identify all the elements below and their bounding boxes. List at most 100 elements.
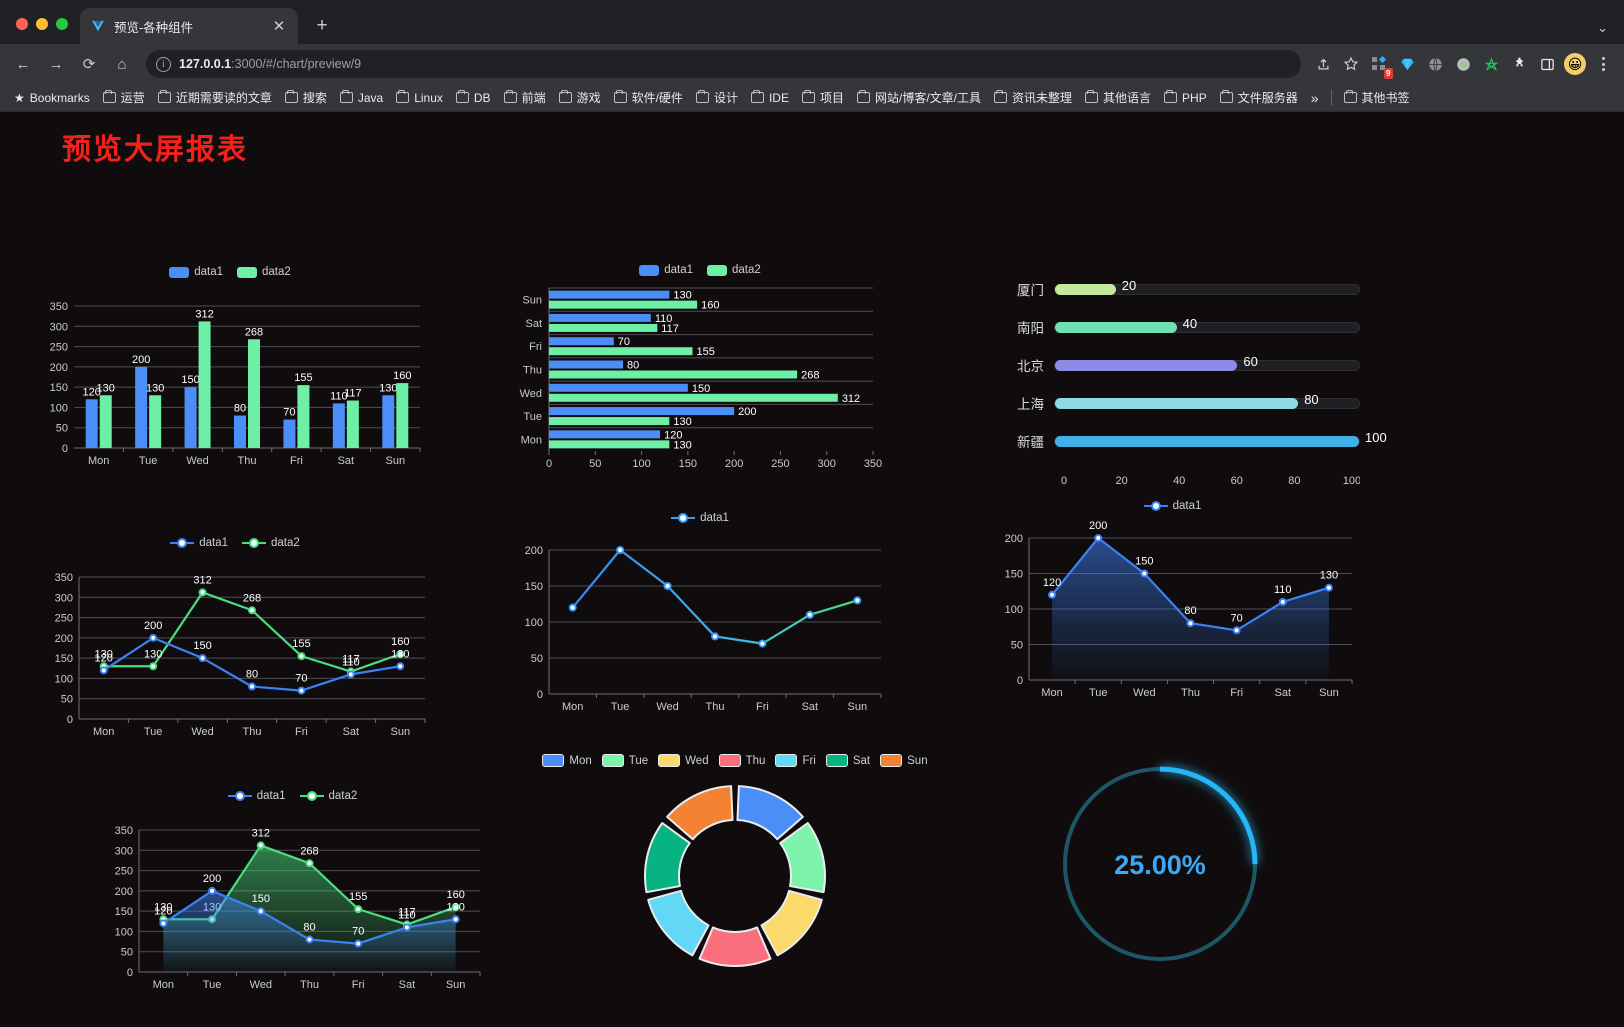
legend-item-data1[interactable]: data1 <box>170 537 228 549</box>
bookmarks-overflow-icon[interactable]: » <box>1310 89 1319 106</box>
bookmark-folder-6[interactable]: 前端 <box>498 86 552 109</box>
legend-item-data2[interactable]: data2 <box>707 264 761 276</box>
forward-icon[interactable]: → <box>48 55 64 73</box>
bookmark-folder-7[interactable]: 游戏 <box>553 86 607 109</box>
legend-item-Sun[interactable]: Sun <box>880 754 928 767</box>
gauge-plot: 25.00% <box>1062 766 1258 962</box>
close-tab-icon[interactable]: ✕ <box>272 18 286 35</box>
bookmark-star-icon[interactable] <box>1338 51 1364 77</box>
bookmark-root[interactable]: ★ Bookmarks <box>8 88 96 108</box>
bookmark-folder-0[interactable]: 运营 <box>97 86 151 109</box>
legend-area-two-series: data1 data2 <box>95 790 490 802</box>
legend-item-Mon[interactable]: Mon <box>542 754 592 767</box>
bookmark-folder-9[interactable]: 设计 <box>690 86 744 109</box>
bookmark-label: 其他语言 <box>1103 91 1152 105</box>
svg-text:0: 0 <box>546 458 552 470</box>
legend-bar-vertical: data1 data2 <box>30 266 430 278</box>
extension-grid-icon[interactable]: 9 <box>1366 51 1393 79</box>
svg-text:130: 130 <box>97 382 115 394</box>
sidebar-toggle-icon[interactable] <box>1534 51 1560 77</box>
minimize-window-icon[interactable] <box>36 18 48 30</box>
legend-item-data2[interactable]: data2 <box>299 790 357 802</box>
donut-slice-Thu <box>698 926 772 967</box>
svg-text:312: 312 <box>195 308 213 320</box>
svg-text:200: 200 <box>50 362 68 374</box>
donut-plot <box>644 785 826 967</box>
bookmark-folder-1[interactable]: 近期需要读的文章 <box>152 86 278 109</box>
progress-row-南阳[interactable]: 南阳 40 <box>1000 308 1360 346</box>
progress-fill <box>1055 321 1177 333</box>
share-icon[interactable] <box>1310 51 1336 77</box>
legend-item-Fri[interactable]: Fri <box>775 754 816 767</box>
puzzle-extension-icon[interactable] <box>1506 51 1532 77</box>
svg-text:Sun: Sun <box>446 979 466 991</box>
new-tab-button[interactable]: + <box>316 15 328 36</box>
progress-row-新疆[interactable]: 新疆 100 <box>1000 422 1387 460</box>
svg-text:100: 100 <box>525 617 543 629</box>
bookmark-folder-16[interactable]: 文件服务器 <box>1214 86 1304 109</box>
url-text: 127.0.0.1:3000/#/chart/preview/9 <box>179 57 361 71</box>
window-controls[interactable] <box>10 18 80 44</box>
svg-text:130: 130 <box>146 382 164 394</box>
bookmark-folder-13[interactable]: 资讯未整理 <box>988 86 1078 109</box>
chart-bar-horizontal: data1 data2 0 50 100 150 200 250 300 350 Sun 130 16… <box>505 264 895 479</box>
legend-item-Wed[interactable]: Wed <box>658 754 709 767</box>
site-info-icon[interactable]: i <box>156 56 171 72</box>
legend-item-data1[interactable]: data1 <box>169 266 223 278</box>
legend-item-data2[interactable]: data2 <box>237 266 291 278</box>
bookmark-folder-14[interactable]: 其他语言 <box>1079 86 1157 109</box>
legend-line-icon <box>671 513 696 523</box>
home-icon[interactable]: ⌂ <box>117 55 127 73</box>
bookmark-folder-2[interactable]: 搜索 <box>279 86 333 109</box>
svg-text:Wed: Wed <box>1133 687 1155 699</box>
bookmark-folder-3[interactable]: Java <box>334 88 389 108</box>
svg-text:160: 160 <box>393 370 411 382</box>
svg-text:60: 60 <box>1231 475 1243 487</box>
svg-text:130: 130 <box>144 648 162 660</box>
svg-text:Wed: Wed <box>186 455 208 467</box>
bookmark-folder-11[interactable]: 项目 <box>796 86 850 109</box>
circle-extension-icon[interactable] <box>1450 51 1476 77</box>
browser-tab[interactable]: 预览-各种组件 ✕ <box>80 8 298 44</box>
folder-icon <box>1219 89 1233 103</box>
svg-text:Tue: Tue <box>203 979 222 991</box>
diamond-extension-icon[interactable] <box>1394 51 1420 77</box>
browser-menu-icon[interactable] <box>1590 51 1616 77</box>
bookmark-folder-5[interactable]: DB <box>450 88 497 108</box>
progress-row-厦门[interactable]: 厦门 20 <box>1000 270 1360 308</box>
svg-text:Tue: Tue <box>611 701 630 713</box>
progress-track: 40 <box>1054 316 1360 333</box>
address-bar[interactable]: i 127.0.0.1:3000/#/chart/preview/9 <box>146 50 1301 78</box>
svg-text:Tue: Tue <box>523 411 542 423</box>
legend-swatch-icon <box>169 266 190 278</box>
legend-item-Tue[interactable]: Tue <box>601 754 648 767</box>
reload-icon[interactable]: ⟳ <box>82 56 96 73</box>
progress-row-上海[interactable]: 上海 80 <box>1000 384 1360 422</box>
maximize-window-icon[interactable] <box>56 18 68 30</box>
legend-item-data1[interactable]: data1 <box>639 264 693 276</box>
legend-item-data1[interactable]: data1 <box>1143 500 1201 512</box>
star-outline-extension-icon[interactable] <box>1478 51 1504 77</box>
svg-text:70: 70 <box>283 407 295 419</box>
bookmark-folder-4[interactable]: Linux <box>390 88 449 108</box>
bookmark-folder-8[interactable]: 软件/硬件 <box>608 86 689 109</box>
bookmark-folder-12[interactable]: 网站/博客/文章/工具 <box>851 86 987 109</box>
bookmark-other[interactable]: 其他书签 <box>1338 86 1416 109</box>
back-icon[interactable]: ← <box>15 55 31 73</box>
avatar[interactable]: 😀 <box>1562 51 1588 77</box>
chevron-down-icon[interactable]: ⌄ <box>1597 20 1608 35</box>
svg-text:150: 150 <box>181 374 199 386</box>
legend-item-Sat[interactable]: Sat <box>825 754 870 767</box>
globe-extension-icon[interactable] <box>1422 51 1448 77</box>
bookmark-folder-10[interactable]: IDE <box>745 88 795 108</box>
bookmark-folder-15[interactable]: PHP <box>1158 88 1213 108</box>
svg-text:130: 130 <box>379 382 397 394</box>
svg-text:268: 268 <box>245 326 263 338</box>
legend-item-data1[interactable]: data1 <box>227 790 286 802</box>
legend-item-data2[interactable]: data2 <box>242 537 300 549</box>
legend-item-Thu[interactable]: Thu <box>718 754 765 767</box>
close-window-icon[interactable] <box>16 18 28 30</box>
legend-label: Fri <box>802 754 816 767</box>
progress-row-北京[interactable]: 北京 60 <box>1000 346 1360 384</box>
legend-item-data1[interactable]: data1 <box>671 512 729 524</box>
